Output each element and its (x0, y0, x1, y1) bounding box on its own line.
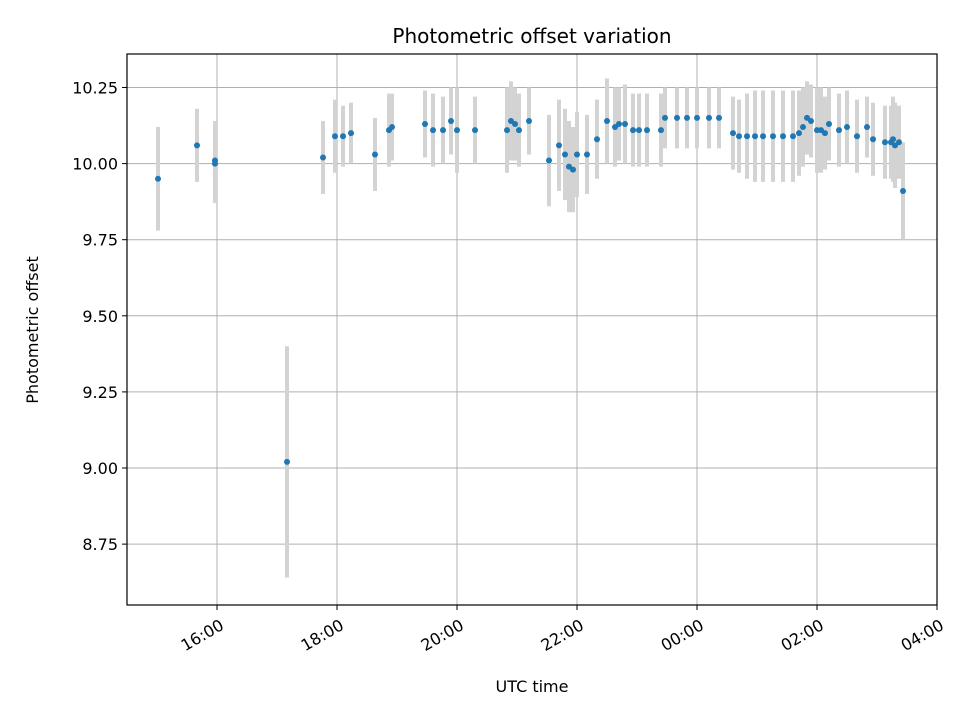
data-point (562, 151, 568, 158)
data-point (716, 114, 722, 121)
data-point (780, 133, 786, 140)
y-tick-label: 9.00 (82, 459, 118, 478)
data-point (826, 121, 832, 128)
data-points (155, 114, 906, 465)
data-point (155, 175, 161, 182)
data-point (430, 127, 436, 134)
data-point (212, 160, 218, 167)
data-point (472, 127, 478, 134)
data-point (752, 133, 758, 140)
data-point (882, 139, 888, 146)
y-tick-label: 10.25 (72, 78, 118, 97)
data-point (822, 130, 828, 137)
x-axis-label: UTC time (496, 677, 569, 696)
data-point (440, 127, 446, 134)
data-point (546, 157, 552, 164)
data-point (512, 121, 518, 128)
data-point (770, 133, 776, 140)
data-point (526, 117, 532, 124)
data-point (800, 124, 806, 131)
data-point (594, 136, 600, 143)
data-point (616, 121, 622, 128)
data-point (658, 127, 664, 134)
data-point (870, 136, 876, 143)
data-point (694, 114, 700, 121)
data-point (736, 133, 742, 140)
y-tick-label: 10.00 (72, 155, 118, 174)
data-point (422, 121, 428, 128)
data-point (604, 117, 610, 124)
data-point (644, 127, 650, 134)
y-axis-label: Photometric offset (23, 256, 42, 404)
data-point (808, 117, 814, 124)
data-point (340, 133, 346, 140)
y-tick-label: 9.75 (82, 231, 118, 250)
data-point (389, 124, 395, 131)
data-point (630, 127, 636, 134)
data-point (284, 458, 290, 465)
data-point (584, 151, 590, 158)
data-point (844, 124, 850, 131)
data-point (194, 142, 200, 149)
data-point (900, 187, 906, 194)
data-point (504, 127, 510, 134)
data-point (796, 130, 802, 137)
data-point (706, 114, 712, 121)
plot-frame (126, 53, 938, 606)
data-point (836, 127, 842, 134)
y-tick-label: 9.50 (82, 307, 118, 326)
data-point (744, 133, 750, 140)
y-tick-label: 9.25 (82, 383, 118, 402)
data-point (454, 127, 460, 134)
y-axis: 8.75 9.00 9.25 9.50 9.75 10.00 10.25 (72, 78, 127, 554)
data-point (760, 133, 766, 140)
data-point (730, 130, 736, 137)
data-point (622, 121, 628, 128)
data-point (684, 114, 690, 121)
data-point (896, 139, 902, 146)
data-point (516, 127, 522, 134)
data-point (790, 133, 796, 140)
data-point (890, 136, 896, 143)
chart-title: Photometric offset variation (392, 24, 671, 48)
y-tick-label: 8.75 (82, 535, 118, 554)
data-point (372, 151, 378, 158)
data-point (448, 117, 454, 124)
data-point (320, 154, 326, 161)
data-point (574, 151, 580, 158)
data-point (662, 114, 668, 121)
data-point (674, 114, 680, 121)
data-point (636, 127, 642, 134)
data-point (854, 133, 860, 140)
data-point (864, 124, 870, 131)
data-point (570, 166, 576, 173)
data-point (348, 130, 354, 137)
data-point (556, 142, 562, 149)
data-point (332, 133, 338, 140)
